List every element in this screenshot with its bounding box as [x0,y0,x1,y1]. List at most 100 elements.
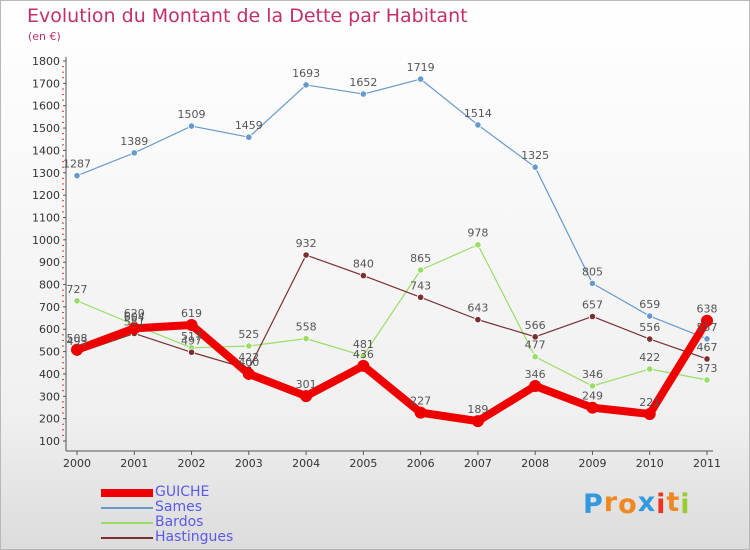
data-point-sames [588,279,597,288]
legend-label: Sames [155,499,203,515]
data-label-sames: 1389 [120,135,148,148]
y-tick-label: 900 [39,256,60,269]
x-tick-label: 2009 [578,457,606,470]
y-tick-label: 1800 [32,55,60,68]
legend-swatch [101,522,153,524]
data-point-hastingues [703,355,711,363]
data-label-sames: 1514 [464,107,492,120]
data-point-hastingues [417,293,425,301]
data-point-sames [245,133,253,141]
series-line-guiche [75,318,711,426]
x-tick-label: 2004 [292,457,320,470]
data-point-hastingues [187,348,196,356]
data-label-sames: 1459 [235,119,263,132]
data-label-guiche: 227 [410,395,431,408]
data-point-sames [302,81,310,89]
data-label-sames: 1652 [349,76,377,89]
data-point-guiche [414,406,427,419]
data-point-hastingues [302,251,310,259]
y-tick-label: 200 [39,413,60,426]
data-point-hastingues [474,316,482,324]
data-label-bardos: 978 [467,227,488,240]
data-label-hastingues: 467 [697,341,718,354]
logo-letter: r [603,487,619,518]
data-label-bardos: 477 [525,339,546,352]
data-point-bardos [703,376,711,384]
y-tick-label: 500 [39,346,60,359]
data-point-guiche [701,314,713,327]
logo-letter: P [583,489,604,520]
logo-letter: t [666,487,681,518]
x-tick-label: 2000 [63,457,91,470]
data-label-guiche: 436 [353,348,374,361]
data-point-bardos [531,353,539,361]
proxiti-logo: Proxiti [583,487,691,520]
data-label-hastingues: 657 [582,298,603,311]
y-tick-label: 700 [39,301,60,314]
y-tick-label: 1500 [32,122,60,135]
series-line-sames [76,78,708,340]
x-tick-label: 2008 [521,457,549,470]
data-label-hastingues: 566 [525,319,546,332]
y-tick-label: 800 [39,279,60,292]
data-point-guiche [128,322,141,335]
y-tick-label: 1000 [32,234,60,247]
x-tick-label: 2003 [235,457,263,470]
data-label-sames: 1693 [292,67,320,80]
data-point-bardos [359,352,367,360]
x-tick-label: 2007 [464,457,492,470]
data-point-guiche [357,359,370,372]
data-label-bardos: 525 [238,328,259,341]
chart-unit: (en €) [28,30,61,43]
x-tick-label: 2005 [349,457,377,470]
data-point-sames [130,149,138,157]
x-tick-label: 2010 [636,457,664,470]
chart-series [71,75,713,428]
y-tick-label: 600 [39,323,60,336]
data-point-bardos [588,382,597,390]
data-label-sames: 1325 [521,149,549,162]
data-point-guiche [185,318,198,331]
data-point-hastingues [588,312,597,321]
data-label-sames: 1287 [63,158,91,171]
y-tick-label: 1700 [32,77,60,90]
data-label-sames: 659 [639,298,660,311]
data-label-bardos: 727 [67,283,88,296]
data-point-bardos [474,241,482,249]
data-label-guiche: 638 [697,303,718,316]
data-point-sames [646,312,654,320]
data-label-guiche: 508 [67,332,88,345]
data-label-hastingues: 932 [296,237,317,250]
data-label-guiche: 249 [582,390,603,403]
data-point-guiche [529,380,542,393]
data-point-guiche [71,343,83,356]
data-label-guiche: 400 [238,356,259,369]
data-label-hastingues: 493 [67,335,88,348]
data-point-sames [73,172,81,180]
y-tick-label: 100 [39,435,60,448]
data-label-guiche: 619 [181,307,202,320]
x-tick-label: 2001 [120,457,148,470]
data-label-bardos: 865 [410,252,431,265]
data-label-hastingues: 581 [124,315,145,328]
data-label-bardos: 422 [639,351,660,364]
y-tick-label: 400 [39,368,60,381]
y-tick-label: 300 [39,390,60,403]
data-point-guiche [300,390,313,403]
data-label-guiche: 301 [296,378,317,391]
data-point-bardos [245,342,253,350]
chart-data-labels: 1287 1389 1509 1459 1693 1652 1719 1514 1325 805 6… [63,61,718,416]
series-line-hastingues [76,254,708,370]
data-point-bardos [302,335,310,343]
data-label-hastingues: 840 [353,258,374,271]
logo-letter: i [656,489,667,520]
data-point-bardos [417,266,425,274]
data-point-hastingues [359,271,367,280]
data-point-guiche [586,401,599,414]
legend-swatch [101,537,153,539]
legend-swatch [101,507,153,509]
data-label-bardos: 558 [296,321,317,334]
data-label-bardos: 517 [181,330,202,343]
